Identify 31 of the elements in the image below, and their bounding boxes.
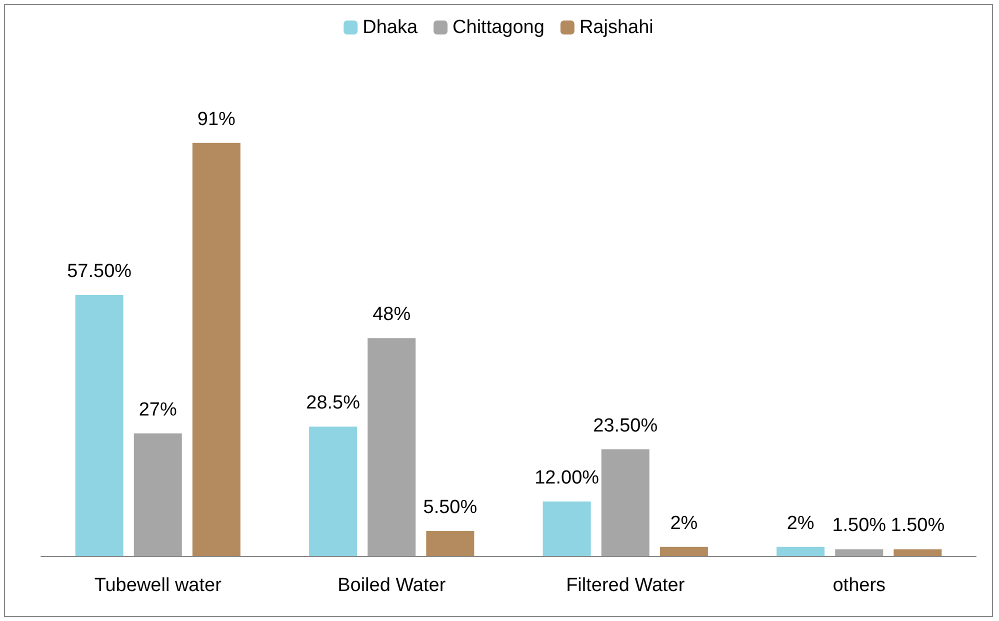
- bar: [894, 549, 942, 556]
- x-tick-label: Boiled Water: [338, 575, 446, 596]
- x-tick-label: Filtered Water: [566, 575, 686, 596]
- data-label: 57.50%: [67, 260, 132, 282]
- data-label: 48%: [372, 304, 411, 326]
- bar: [426, 531, 474, 556]
- bar: [368, 338, 416, 556]
- data-label: 23.50%: [593, 415, 658, 436]
- bar: [134, 433, 182, 556]
- x-tick-label: others: [832, 575, 886, 596]
- data-label: 12.00%: [534, 468, 600, 489]
- data-label: 2%: [786, 512, 814, 534]
- data-label: 91%: [197, 108, 236, 130]
- bar: [601, 449, 650, 556]
- bar: [776, 546, 825, 556]
- legend-label: Dhaka: [362, 17, 418, 38]
- bar: [75, 294, 124, 556]
- data-label: 2%: [670, 512, 698, 534]
- bar: [542, 502, 591, 556]
- legend-label: Rajshahi: [579, 17, 654, 38]
- data-label: 1.50%: [890, 515, 945, 536]
- data-label: 27%: [138, 399, 177, 420]
- bar: [835, 549, 884, 556]
- bar: [660, 546, 708, 556]
- legend-label: Chittagong: [452, 17, 544, 38]
- data-label: 5.50%: [423, 497, 478, 518]
- data-label: 1.50%: [832, 515, 886, 536]
- bar: [192, 142, 240, 556]
- bar: [309, 426, 358, 556]
- data-label: 28.5%: [306, 392, 360, 414]
- x-tick-label: Tubewell water: [94, 575, 222, 596]
